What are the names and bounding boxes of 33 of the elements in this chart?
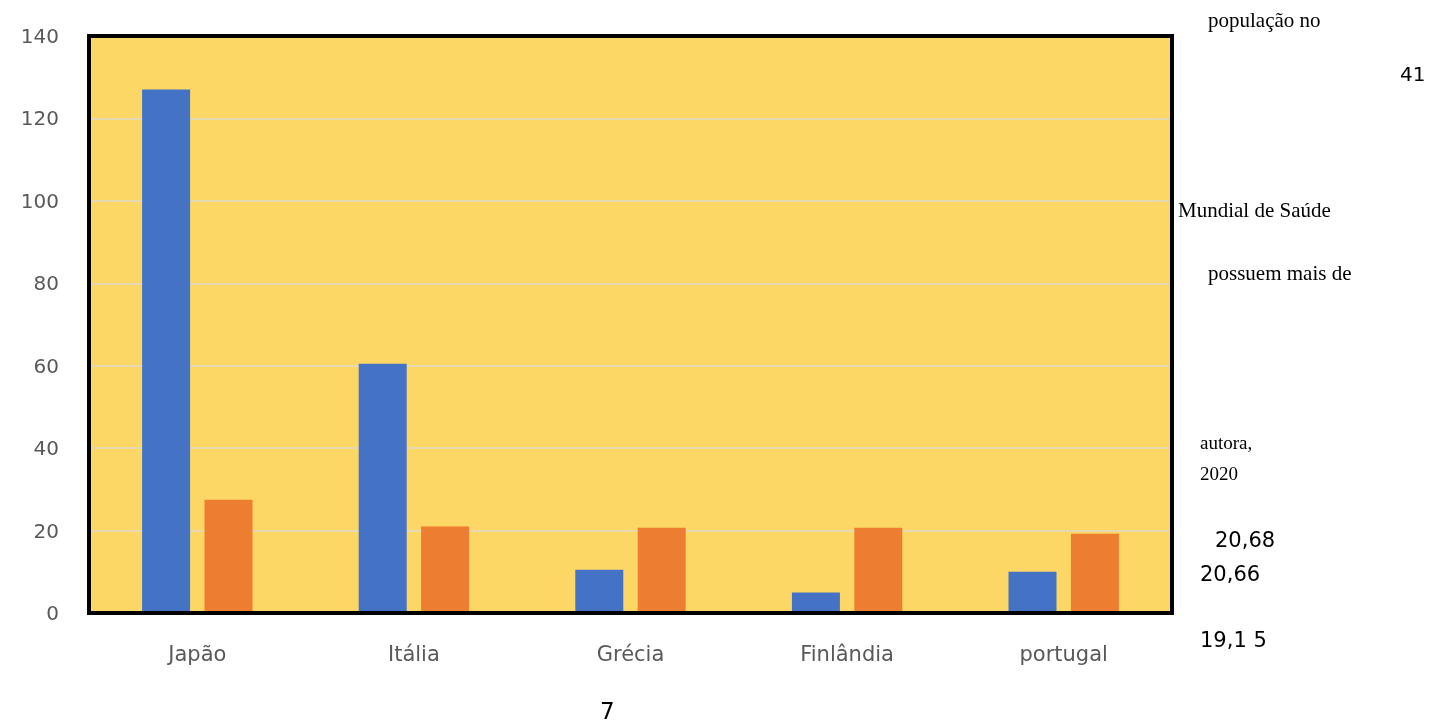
y-tick-label: 40 <box>33 436 59 461</box>
x-tick-label: Finlândia <box>800 641 894 666</box>
y-tick-label: 60 <box>33 353 59 378</box>
text: população no <box>1208 7 1321 32</box>
text: Mundial de Saúde <box>1178 197 1331 222</box>
y-tick-label: 120 <box>20 106 59 131</box>
bar <box>142 89 191 613</box>
text: 41 <box>1400 62 1426 86</box>
y-tick-label: 0 <box>46 601 59 625</box>
y-tick-label: 80 <box>33 271 59 296</box>
text: possuem mais de <box>1208 260 1352 285</box>
bar <box>421 526 470 613</box>
bar <box>204 499 253 613</box>
bar <box>637 527 686 613</box>
x-tick-label: portugal <box>1019 641 1108 666</box>
text: 19,1 5 <box>1200 627 1267 652</box>
text: 7 <box>600 697 615 724</box>
text: 2020 <box>1200 463 1238 484</box>
bar <box>358 363 407 613</box>
x-tick-label: Grécia <box>596 641 665 666</box>
bar <box>854 527 903 613</box>
text: 20,66 <box>1200 561 1261 586</box>
y-tick-label: 20 <box>33 518 59 543</box>
bar <box>791 592 840 613</box>
text: autora, <box>1200 432 1253 453</box>
x-tick-label: Japão <box>166 641 227 666</box>
bar <box>1008 571 1057 613</box>
y-tick-label: 100 <box>20 188 59 213</box>
x-tick-label: Itália <box>387 641 440 666</box>
y-tick-label: 140 <box>20 24 59 48</box>
bar <box>575 569 624 613</box>
text: 20,68 <box>1215 527 1276 552</box>
bar <box>1070 533 1119 613</box>
